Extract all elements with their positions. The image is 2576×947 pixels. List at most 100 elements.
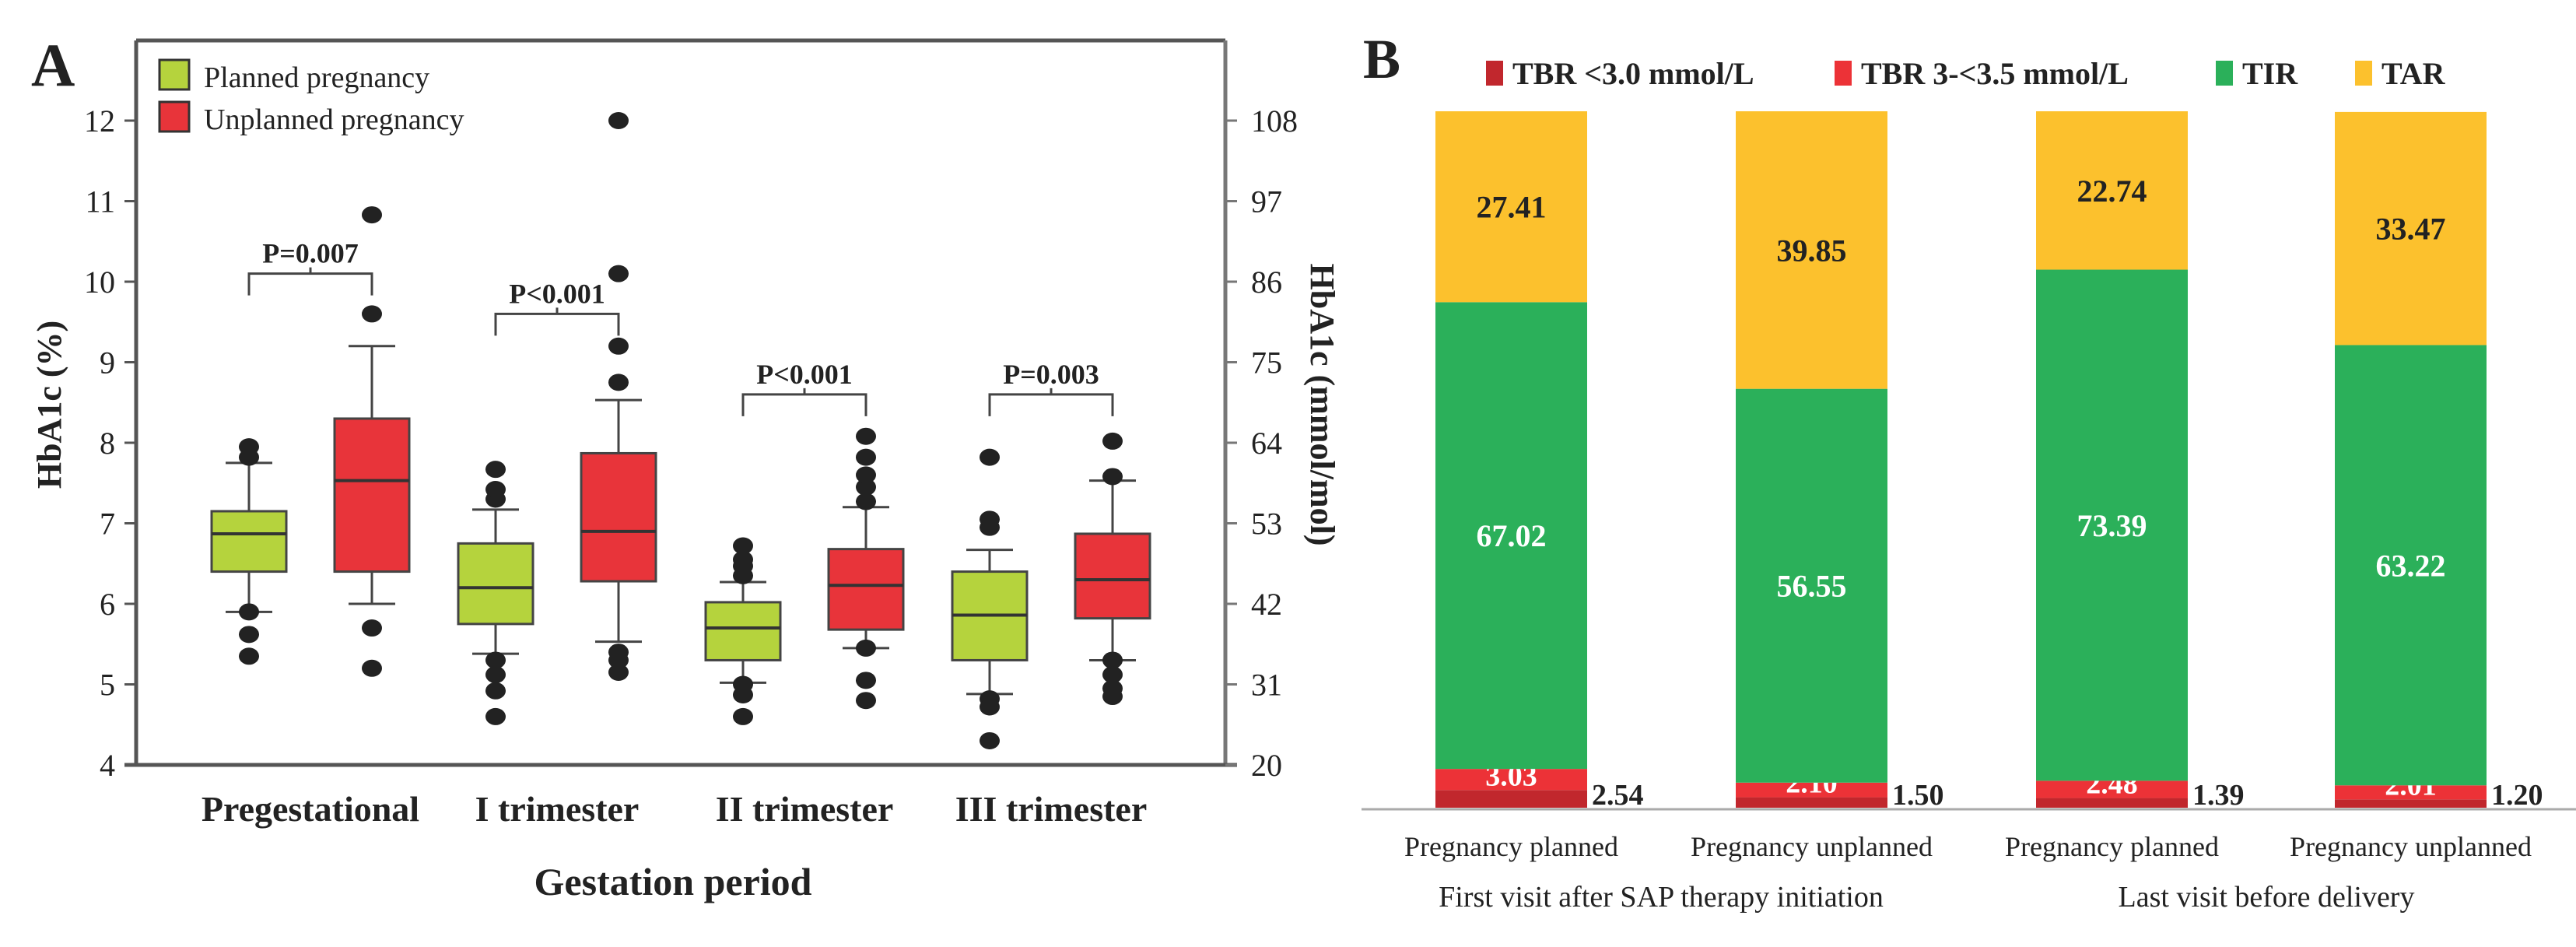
significance-annotations: P=0.007 P<0.001 P<0.001 P=0.003	[247, 238, 1114, 416]
significance-bracket: P=0.003	[988, 359, 1114, 416]
outlier-point	[980, 731, 1000, 749]
legend-label: TAR	[2381, 56, 2446, 91]
outlier-point	[239, 438, 259, 456]
y-tick-label-right: 31	[1251, 668, 1282, 703]
legend-swatch-planned	[158, 58, 191, 91]
data-label: 56.55	[1777, 569, 1847, 604]
outlier-point	[856, 692, 876, 710]
box-iqr	[210, 510, 288, 573]
outlier-point	[856, 493, 876, 510]
y-tick-label-left: 9	[100, 345, 115, 381]
bar-segment-tbr-low	[2335, 799, 2487, 808]
outlier-point	[239, 603, 259, 621]
bar-segment-tbr	[1435, 769, 1587, 791]
significance-bracket: P<0.001	[741, 359, 867, 416]
y-ticks-right: 20 31 42 53 64 75 86 97 108	[1225, 103, 1298, 783]
legend-swatch-unplanned	[158, 100, 191, 133]
legend-swatch	[2355, 61, 2372, 86]
p-value-label: P=0.003	[1003, 359, 1099, 390]
x-tick-labels: Pregestational I trimester II trimester III…	[202, 789, 1147, 829]
legend-swatch	[1835, 61, 1852, 86]
bar-segment-tir	[1435, 302, 1587, 770]
x-tick-label: II trimester	[716, 789, 894, 829]
y-tick-label-left: 7	[100, 507, 115, 542]
outlier-point	[362, 659, 382, 677]
outlier-point	[485, 461, 506, 479]
outlier-point	[980, 698, 1000, 716]
bar-segment-tbr	[2335, 785, 2487, 800]
x-axis-label: Gestation period	[534, 860, 812, 903]
outlier-point	[856, 427, 876, 445]
outlier-point	[608, 265, 629, 282]
outlier-point	[980, 510, 1000, 528]
outlier-point	[608, 337, 629, 355]
outlier-point	[485, 651, 506, 669]
outlier-point	[980, 448, 1000, 466]
bar-segment-tbr-low	[1435, 790, 1587, 808]
outlier-point	[362, 305, 382, 323]
outlier-point	[608, 663, 629, 681]
y-tick-label-right: 53	[1251, 507, 1282, 542]
legend-label-planned: Planned pregnancy	[204, 61, 429, 94]
legend-label-unplanned: Unplanned pregnancy	[204, 103, 464, 136]
bar-segment-tar	[1736, 111, 1887, 389]
group-label: Last visit before delivery	[2119, 881, 2415, 914]
stacked-bars: 2.543.0367.0227.411.502.1056.5539.851.39…	[1435, 111, 2543, 812]
data-label: 67.02	[1477, 518, 1547, 553]
y-tick-label-right: 42	[1251, 587, 1282, 622]
panel-b-label: B	[1363, 28, 1400, 90]
legend-label: TBR <3.0 mmol/L	[1512, 56, 1754, 91]
group-label: First visit after SAP therapy initiation	[1439, 881, 1884, 914]
bracket-line	[741, 388, 867, 416]
outlier-point	[1102, 468, 1123, 486]
data-label: 39.85	[1777, 233, 1847, 268]
y-tick-label-right: 64	[1251, 426, 1282, 461]
panel-a-label: A	[31, 31, 75, 99]
y-tick-label-left: 5	[100, 668, 115, 703]
y-axis-label-left: HbA1c (%)	[30, 321, 68, 489]
data-label: 27.41	[1477, 190, 1547, 225]
box-unplanned	[827, 427, 905, 710]
outlier-point	[485, 682, 506, 700]
box-unplanned	[1074, 432, 1151, 706]
x-tick-label: Pregestational	[202, 789, 419, 829]
bar-segment-tar	[2036, 111, 2188, 270]
x-tick-label-b: Pregnancy planned	[1404, 831, 1618, 862]
legend-b: TBR <3.0 mmol/L TBR 3-<3.5 mmol/L TIR TAR	[1486, 56, 2446, 91]
bar-segment-tar	[2335, 111, 2487, 345]
data-label: 22.74	[2077, 174, 2147, 209]
legend-a: Planned pregnancy Unplanned pregnancy	[158, 58, 464, 136]
y-tick-label-right: 86	[1251, 265, 1282, 300]
box-planned	[951, 448, 1029, 749]
x-tick-label-b: Pregnancy unplanned	[1691, 831, 1933, 862]
y-tick-label-left: 4	[100, 748, 115, 783]
p-value-label: P<0.001	[756, 359, 853, 390]
legend-swatch	[2216, 61, 2233, 86]
bar-segment-tbr-low	[2036, 798, 2188, 808]
y-tick-label-left: 12	[84, 103, 115, 139]
y-tick-label-left: 11	[85, 184, 115, 219]
box-iqr	[457, 542, 534, 626]
outlier-point	[733, 537, 753, 555]
box-unplanned	[333, 206, 411, 677]
p-value-label: P=0.007	[262, 238, 359, 269]
y-tick-label-right: 75	[1251, 345, 1282, 381]
box-iqr	[333, 417, 411, 573]
outlier-point	[1102, 432, 1123, 450]
outlier-point	[733, 707, 753, 725]
panel-a: A 4 5 6 7 8 9 10 11 12 20 31 42 53 64 75 86 97 108 HbA1c…	[30, 31, 1341, 903]
bracket-line	[494, 307, 620, 336]
outlier-point	[733, 551, 753, 569]
outlier-point	[733, 686, 753, 703]
outlier-point	[485, 481, 506, 499]
legend-label: TBR 3-<3.5 mmol/L	[1861, 56, 2129, 91]
box-iqr	[580, 451, 657, 583]
data-label: 73.39	[2077, 508, 2147, 543]
outlier-point	[608, 651, 629, 669]
bar-segment-tir	[2335, 345, 2487, 786]
p-value-label: P<0.001	[509, 278, 605, 309]
